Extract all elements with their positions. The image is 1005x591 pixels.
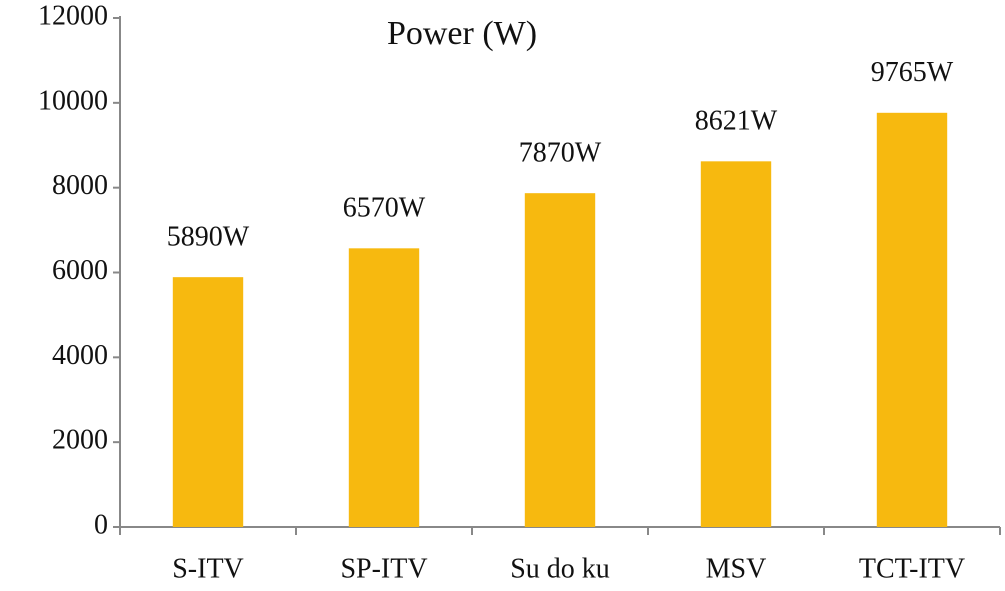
y-tick-label: 12000 (38, 0, 108, 31)
data-label: 5890W (167, 222, 250, 253)
data-label: 7870W (519, 138, 602, 169)
chart-title: Power (W) (387, 15, 537, 52)
x-tick-label: MSV (706, 553, 767, 584)
y-tick-label: 10000 (38, 85, 108, 116)
data-label: 9765W (871, 57, 954, 88)
bar (524, 193, 596, 527)
x-tick-label: Su do ku (510, 553, 610, 584)
data-label: 6570W (343, 193, 426, 224)
data-label: 8621W (695, 106, 778, 137)
x-tick-label: SP-ITV (340, 553, 427, 584)
y-tick-label: 6000 (52, 255, 108, 286)
x-tick-label: TCT-ITV (859, 553, 965, 584)
y-tick-label: 2000 (52, 425, 108, 456)
bar (172, 277, 244, 527)
y-tick-label: 8000 (52, 170, 108, 201)
x-tick-label: S-ITV (172, 553, 244, 584)
bar (348, 248, 420, 527)
y-tick-label: 4000 (52, 340, 108, 371)
bar (700, 161, 772, 527)
bar (876, 112, 948, 528)
y-tick-label: 0 (94, 509, 108, 540)
